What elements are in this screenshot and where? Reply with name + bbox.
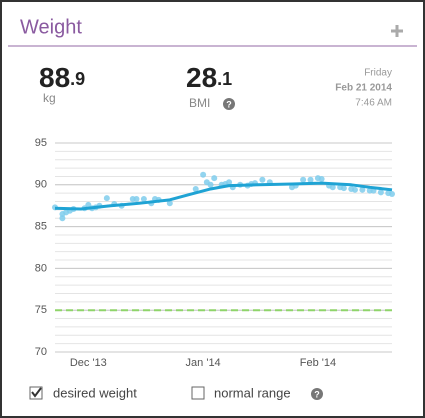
data-point — [307, 176, 314, 183]
chart: 70 75 80 85 90 95 Dec '13 Jan '14 Feb '14 — [35, 137, 395, 369]
y-tick-label: 80 — [35, 262, 47, 274]
data-point — [300, 176, 307, 183]
data-point — [103, 195, 110, 202]
data-point — [340, 185, 347, 192]
data-point — [207, 181, 214, 188]
help-icon-text[interactable]: ? — [314, 389, 320, 399]
data-point — [211, 175, 218, 182]
y-tick-label: 75 — [35, 304, 47, 316]
data-point — [140, 196, 147, 203]
checkbox-label[interactable]: desired weight — [53, 385, 137, 400]
data-point — [351, 186, 358, 193]
y-tick-label: 85 — [35, 221, 47, 233]
data-point — [200, 171, 207, 178]
add-button[interactable] — [391, 25, 403, 37]
data-point — [359, 186, 366, 193]
y-tick-label: 95 — [35, 137, 47, 149]
bmi-value: 28.1 — [186, 62, 232, 93]
time: 7:46 AM — [355, 98, 392, 109]
y-tick-label: 90 — [35, 179, 47, 191]
x-tick-label: Dec '13 — [70, 357, 107, 369]
data-point — [59, 215, 66, 222]
data-point — [259, 176, 266, 183]
data-point — [318, 175, 325, 182]
y-tick-label: 70 — [35, 346, 47, 358]
data-point — [389, 190, 395, 197]
date: Feb 21 2014 — [335, 83, 392, 94]
bmi-label: BMI — [189, 96, 210, 110]
weight-value: 88.9 — [39, 62, 85, 93]
x-tick-label: Jan '14 — [186, 357, 221, 369]
weekday: Friday — [364, 68, 392, 79]
checkmark — [31, 387, 42, 398]
data-point — [329, 184, 336, 191]
checkbox[interactable] — [191, 386, 205, 400]
trend-line — [54, 181, 393, 211]
data-point — [226, 179, 233, 186]
data-point — [133, 196, 140, 203]
title: Weight — [20, 16, 82, 38]
x-tick-label: Feb '14 — [300, 357, 336, 369]
weight-unit: kg — [43, 91, 56, 105]
data-point — [192, 185, 199, 192]
data-point — [166, 200, 173, 207]
help-icon[interactable] — [311, 388, 323, 400]
data-point — [377, 189, 384, 196]
checkbox-label[interactable]: normal range — [214, 385, 291, 400]
help-icon[interactable] — [223, 98, 235, 110]
help-icon-text[interactable]: ? — [226, 99, 232, 109]
